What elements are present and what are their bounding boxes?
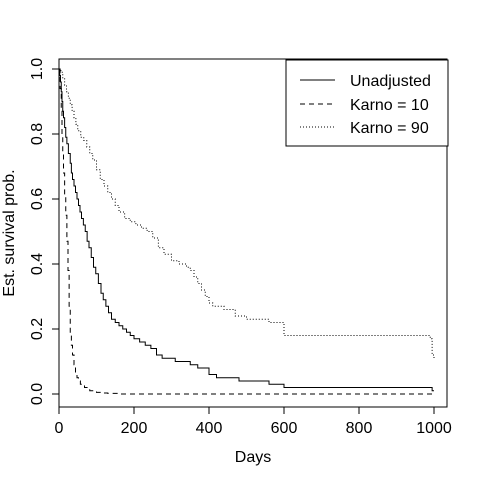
x-tick-label: 200 bbox=[121, 420, 148, 437]
y-tick-label: 0.6 bbox=[29, 188, 46, 210]
x-tick-label: 0 bbox=[55, 420, 64, 437]
plot-frame bbox=[58, 58, 448, 408]
legend-label-karno-10: Karno = 10 bbox=[350, 97, 429, 114]
y-tick-label: 0.0 bbox=[29, 383, 46, 405]
series-line-unadjusted bbox=[59, 68, 434, 392]
series-layer bbox=[59, 68, 435, 395]
series-line-karno-10 bbox=[59, 68, 434, 395]
y-axis-label: Est. survival prob. bbox=[1, 169, 18, 296]
x-tick-label: 400 bbox=[196, 420, 223, 437]
x-tick-label: 600 bbox=[271, 420, 298, 437]
x-tick-label: 1000 bbox=[416, 420, 452, 437]
y-tick-label: 0.2 bbox=[29, 318, 46, 340]
x-tick-label: 800 bbox=[346, 420, 373, 437]
legend: Unadjusted Karno = 10 Karno = 90 bbox=[285, 59, 449, 147]
x-axis-label: Days bbox=[235, 449, 271, 466]
x-axis: 0 200 400 600 800 1000 bbox=[55, 407, 452, 437]
y-tick-label: 0.4 bbox=[29, 253, 46, 275]
y-tick-label: 0.8 bbox=[29, 123, 46, 145]
legend-box bbox=[285, 59, 449, 147]
legend-label-karno-90: Karno = 90 bbox=[350, 120, 429, 137]
y-axis: 0.0 0.2 0.4 0.6 0.8 1.0 bbox=[29, 58, 59, 405]
legend-label-unadjusted: Unadjusted bbox=[350, 73, 431, 90]
y-tick-label: 1.0 bbox=[29, 58, 46, 80]
